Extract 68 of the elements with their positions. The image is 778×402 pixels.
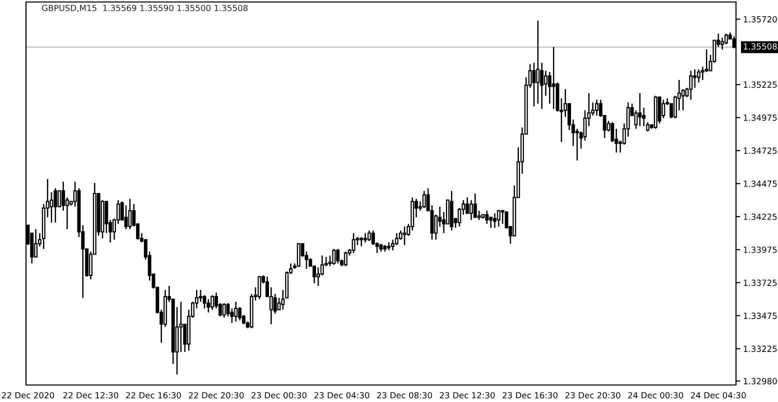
candlestick [124, 204, 128, 230]
candlestick [352, 232, 356, 254]
y-tick-label: 1.34225 [744, 214, 777, 220]
candlestick [595, 99, 598, 116]
candlestick [34, 228, 38, 258]
x-tick-label: 22 Dec 16:30 [126, 392, 181, 398]
x-tick-label: 24 Dec 04:30 [690, 392, 746, 398]
x-tick-label: 23 Dec 00:30 [252, 392, 306, 398]
candlestick [693, 68, 697, 88]
candlestick [360, 236, 364, 247]
candlestick [638, 92, 642, 127]
candlestick [500, 210, 504, 224]
candlestick [364, 232, 368, 243]
y-tick-label: 1.33475 [744, 312, 777, 319]
x-tick-label: 22 Dec 2020 [2, 392, 54, 398]
x-tick-label: 22 Dec 12:30 [63, 392, 118, 398]
candlestick [496, 210, 500, 228]
x-tick-label: 22 Dec 20:30 [188, 392, 244, 398]
candlestick [720, 37, 724, 50]
x-tick-label: 23 Dec 08:30 [377, 392, 432, 398]
candlestick [634, 110, 638, 130]
candlestick [234, 301, 238, 322]
candlestick [689, 70, 693, 100]
y-tick-label: 1.34475 [744, 180, 777, 187]
candlestick [466, 196, 470, 214]
y-tick-label: 1.32980 [744, 378, 777, 384]
candlestick [336, 248, 340, 264]
candlestick [473, 192, 477, 218]
y-tick-label: 1.33225 [744, 346, 777, 352]
candlestick [206, 298, 210, 313]
x-tick-label: 23 Dec 04:30 [314, 392, 370, 398]
candlestick [344, 250, 348, 267]
candlestick [469, 199, 473, 221]
candlestick [222, 302, 226, 318]
x-tick-label: 23 Dec 12:30 [440, 392, 495, 398]
candlestick [544, 70, 548, 96]
y-tick-label: 1.34725 [744, 148, 777, 154]
ref-line-label: 1.35508 [744, 43, 777, 50]
candlestick [575, 128, 579, 162]
candlestick [368, 230, 371, 242]
candlestick [258, 276, 262, 300]
y-tick-label: 1.35720 [744, 16, 777, 22]
x-tick-label: 24 Dec 00:30 [628, 392, 684, 398]
candlestick [128, 198, 132, 230]
candlestick [277, 297, 281, 310]
y-tick-label: 1.33975 [744, 246, 777, 253]
candlestick [50, 192, 54, 224]
candlestick [387, 242, 391, 251]
candlestick [493, 212, 496, 228]
candlestick [458, 207, 462, 228]
candlestick [332, 248, 336, 266]
candlestick [681, 88, 685, 111]
candlestick [54, 188, 58, 224]
candlestick [662, 99, 666, 119]
candlestick [296, 243, 300, 267]
x-tick-label: 23 Dec 16:30 [502, 392, 558, 398]
candlestick [489, 216, 493, 228]
chart-title: GBPUSD,M15 1.35569 1.35590 1.35500 1.35508 [42, 4, 248, 12]
candlestick [552, 46, 556, 110]
y-tick-label: 1.34975 [744, 114, 777, 121]
candlestick [402, 226, 406, 246]
candlestick [485, 210, 489, 224]
candlestick [210, 294, 214, 310]
x-tick-label: 23 Dec 20:30 [565, 392, 620, 398]
candlestick [238, 306, 242, 321]
y-tick-label: 1.35225 [744, 82, 777, 88]
y-tick-label: 1.33725 [744, 280, 777, 286]
candlestick [422, 190, 426, 209]
